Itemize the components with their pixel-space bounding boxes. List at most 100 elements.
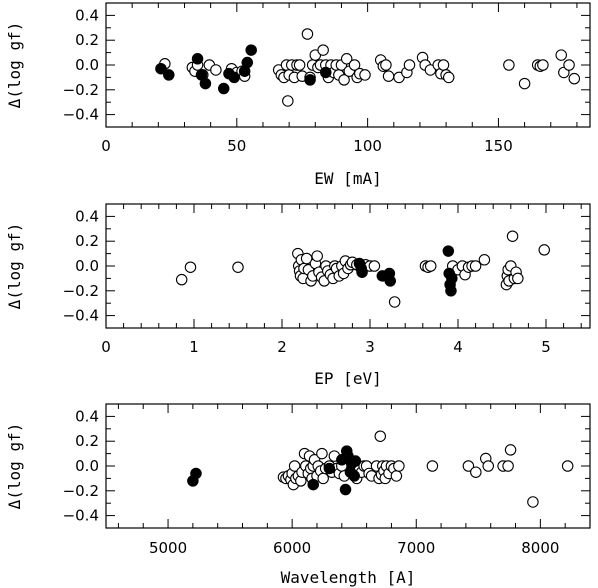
- data-point-open: [563, 59, 575, 71]
- data-point-open: [403, 59, 416, 71]
- data-point-open: [426, 460, 439, 472]
- data-point-open: [380, 59, 392, 71]
- y-tick-label: 0.4: [75, 207, 99, 225]
- data-point-filled: [307, 478, 320, 491]
- data-point-open: [442, 71, 455, 84]
- data-point-filled: [349, 455, 362, 467]
- data-point-filled: [445, 285, 457, 297]
- x-tick-label: 4: [453, 338, 463, 356]
- data-point-filled: [241, 56, 254, 69]
- data-point-open: [388, 296, 401, 308]
- data-point-filled: [304, 74, 316, 86]
- x-tick-label: 150: [484, 137, 513, 155]
- data-point-filled: [245, 44, 257, 56]
- data-point-open: [382, 70, 395, 82]
- data-point-open: [502, 460, 514, 472]
- y-tick-label: −0.4: [63, 507, 99, 525]
- data-point-open: [555, 49, 567, 61]
- data-point-open: [368, 260, 381, 272]
- y-tick-label: 0.2: [75, 31, 99, 49]
- x-tick-label: 2: [277, 338, 287, 356]
- data-point-open: [348, 59, 361, 71]
- data-point-open: [210, 64, 222, 76]
- x-tick-label: 3: [365, 338, 375, 356]
- panel-wavelength: 5000 6000 7000 8000 −0.4 −0.2 0.0 0.2 0.4 Wavelen…: [5, 403, 591, 587]
- data-point-open: [390, 470, 403, 482]
- data-point-filled: [323, 462, 336, 475]
- data-point-open: [437, 59, 450, 71]
- data-point-open: [506, 230, 519, 242]
- data-point-open: [374, 430, 387, 442]
- y-axis-label: Δ(log gf): [5, 22, 24, 109]
- data-point-open: [537, 59, 549, 71]
- y-tick-label: 0.4: [75, 407, 99, 425]
- data-point-open: [293, 59, 306, 71]
- y-axis-label: Δ(log gf): [5, 223, 24, 310]
- y-tick-label: 0.2: [75, 432, 99, 450]
- data-point-open: [482, 460, 494, 472]
- x-tick-label: 50: [227, 137, 246, 155]
- data-point-open: [316, 447, 328, 460]
- x-axis-label: EP [eV]: [314, 369, 381, 388]
- data-point-open: [359, 69, 371, 81]
- data-point-open: [561, 460, 574, 472]
- x-tick-label: 1: [189, 338, 199, 356]
- data-point-filled: [228, 71, 240, 84]
- x-axis-label: Wavelength [A]: [281, 568, 416, 587]
- data-point-filled: [446, 272, 458, 285]
- x-tick-label: 5000: [149, 539, 187, 557]
- x-tick-label: 7000: [397, 539, 435, 557]
- data-point-open: [518, 77, 531, 90]
- data-point-open: [282, 95, 294, 107]
- y-tick-label: 0.4: [75, 6, 99, 24]
- data-point-open: [504, 444, 517, 456]
- panel-ep: 0 1 2 3 4 5 −0.4 −0.2 0.0 0.2 0.4 EP [eV] Δ(log gf): [5, 203, 591, 388]
- data-point-open: [503, 59, 515, 71]
- x-axis-label: EW [mA]: [314, 169, 381, 188]
- data-point-open: [527, 496, 539, 508]
- data-point-open: [462, 460, 475, 472]
- data-point-open: [478, 254, 491, 266]
- y-axis-label: Δ(log gf): [5, 423, 24, 510]
- data-point-open: [301, 28, 314, 40]
- y-tick-label: −0.2: [63, 282, 99, 300]
- data-point-open: [288, 460, 301, 472]
- data-point-filled: [199, 77, 212, 90]
- data-point-open: [311, 250, 323, 262]
- y-tick-label: −0.2: [63, 482, 99, 500]
- y-tick-label: 0.0: [75, 257, 99, 275]
- data-point-open: [568, 72, 581, 85]
- data-point-filled: [442, 245, 455, 257]
- data-point-open: [393, 460, 405, 472]
- data-point-open: [184, 261, 197, 273]
- data-point-open: [424, 260, 437, 272]
- data-point-filled: [190, 467, 202, 480]
- data-point-filled: [356, 266, 368, 278]
- x-tick-label: 0: [101, 137, 111, 155]
- data-point-open: [175, 273, 188, 286]
- data-point-filled: [191, 53, 204, 65]
- data-point-open: [470, 466, 482, 478]
- data-point-filled: [155, 62, 167, 75]
- data-point-filled: [320, 66, 332, 79]
- data-point-open: [340, 53, 353, 65]
- data-point-filled: [163, 69, 175, 81]
- data-point-open: [232, 261, 244, 273]
- x-tick-label: 6000: [273, 539, 311, 557]
- y-tick-label: −0.2: [63, 81, 99, 99]
- x-tick-label: 0: [101, 338, 111, 356]
- y-tick-label: −0.4: [63, 307, 99, 325]
- x-tick-label: 8000: [521, 539, 559, 557]
- data-point-filled: [384, 275, 396, 287]
- data-point-open: [469, 260, 482, 272]
- data-point-filled: [217, 82, 230, 95]
- data-point-filled: [348, 470, 360, 482]
- data-point-open: [300, 252, 313, 265]
- x-tick-label: 5: [541, 338, 551, 356]
- data-point-open: [538, 244, 550, 256]
- y-tick-label: 0.0: [75, 56, 99, 74]
- panel-ew: 0 50 100 150 −0.4 −0.2 0.0 0.2 0.4 EW [mA] Δ(log g…: [5, 2, 591, 188]
- y-tick-label: 0.2: [75, 232, 99, 250]
- y-tick-label: 0.0: [75, 457, 99, 475]
